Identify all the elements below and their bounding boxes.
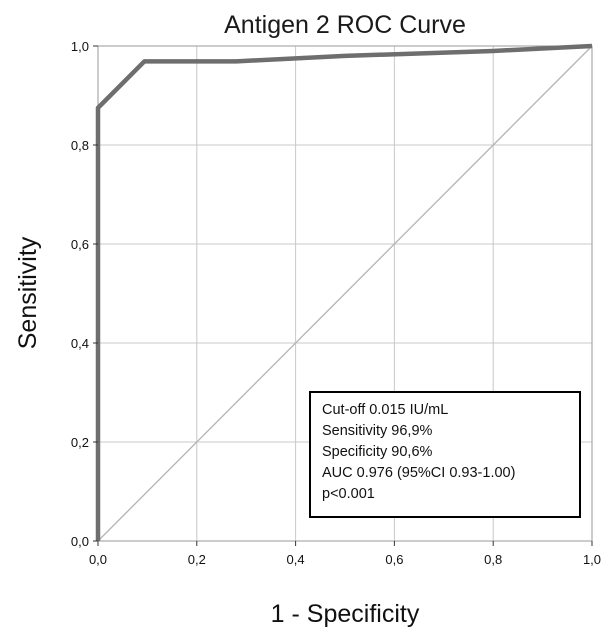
- stat-auc: AUC 0.976 (95%CI 0.93-1.00): [322, 465, 515, 481]
- stat-cutoff: Cut-off 0.015 IU/mL: [322, 402, 448, 418]
- y-tick-label: 0,0: [71, 534, 89, 549]
- y-axis-ticks: 0,0 0,2 0,4 0,6 0,8 1,0: [71, 39, 98, 549]
- y-tick-label: 0,2: [71, 435, 89, 450]
- statistics-box: Cut-off 0.015 IU/mL Sensitivity 96,9% Sp…: [309, 391, 581, 518]
- reference-diagonal-line: [97, 45, 593, 542]
- y-tick-label: 0,4: [71, 336, 89, 351]
- roc-curve-line: [95, 43, 593, 541]
- x-tick-label: 0,0: [89, 552, 107, 567]
- x-axis-label: 1 - Specificity: [271, 600, 420, 628]
- stat-specificity: Specificity 90,6%: [322, 444, 433, 460]
- statistics-box-frame: [309, 391, 581, 518]
- x-tick-label: 0,4: [287, 552, 305, 567]
- stat-p-value: p<0.001: [322, 486, 375, 502]
- y-tick-label: 1,0: [71, 39, 89, 54]
- series-layer: [95, 43, 593, 542]
- x-tick-label: 0,8: [484, 552, 502, 567]
- y-tick-label: 0,8: [71, 138, 89, 153]
- x-axis-ticks: 0,0 0,2 0,4 0,6 0,8 1,0: [89, 541, 601, 567]
- x-tick-label: 1,0: [583, 552, 601, 567]
- x-tick-label: 0,6: [385, 552, 403, 567]
- stat-sensitivity: Sensitivity 96,9%: [322, 423, 433, 439]
- y-axis-label: Sensitivity: [14, 236, 42, 349]
- x-tick-label: 0,2: [188, 552, 206, 567]
- y-tick-label: 0,6: [71, 237, 89, 252]
- chart-title: Antigen 2 ROC Curve: [224, 11, 466, 39]
